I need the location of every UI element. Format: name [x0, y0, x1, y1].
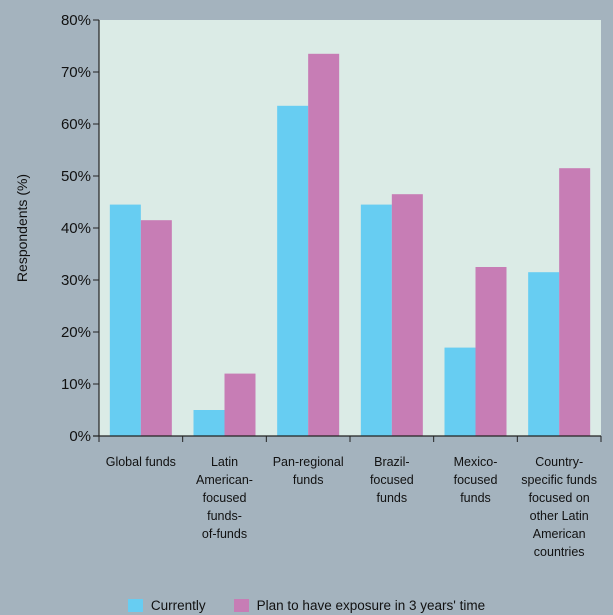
y-tick-label: 30%	[61, 272, 91, 289]
bar-plan-1	[224, 373, 256, 436]
bar-chart: 0% 10% 20% 30% 40% 50% 60% 70% 80% Respondents (%…	[14, 12, 602, 559]
y-tick-label: 10%	[61, 376, 91, 393]
bar-currently-2	[277, 105, 309, 437]
x-category-label: Brazil-focused funds	[370, 455, 414, 505]
x-category-label: Latin American-focused funds-of-funds	[196, 455, 253, 541]
y-tick-label: 80%	[61, 12, 91, 29]
legend-swatch-currently	[127, 598, 143, 612]
y-tick-label: 20%	[61, 324, 91, 341]
legend: Currently Plan to have exposure in 3 yea…	[0, 595, 613, 615]
legend-label-currently: Currently	[150, 597, 206, 613]
x-category-label: Pan-regional funds	[273, 455, 344, 487]
bar-currently-0	[109, 204, 141, 436]
y-tick-label: 70%	[61, 64, 91, 81]
x-category-label: Country-specific funds focused on other La…	[521, 455, 597, 559]
bar-plan-4	[475, 267, 507, 436]
bar-plan-5	[559, 168, 591, 436]
bar-currently-5	[528, 272, 560, 436]
y-tick-label: 60%	[61, 116, 91, 133]
legend-swatch-plan	[233, 598, 249, 612]
legend-item-plan: Plan to have exposure in 3 years' time	[233, 597, 486, 613]
plot-area	[99, 20, 601, 436]
legend-label-plan: Plan to have exposure in 3 years' time	[256, 597, 486, 613]
bar-currently-3	[360, 204, 392, 436]
bar-plan-3	[391, 194, 423, 436]
x-category-label: Mexico-focused funds	[454, 455, 498, 505]
y-tick-label: 0%	[69, 428, 91, 445]
bar-plan-2	[308, 53, 340, 437]
y-tick-label: 40%	[61, 220, 91, 237]
bar-plan-0	[140, 220, 172, 436]
y-tick-label: 50%	[61, 168, 91, 185]
y-axis-label: Respondents (%)	[14, 174, 30, 282]
x-category-label: Global funds	[106, 455, 176, 469]
bar-currently-1	[193, 410, 225, 436]
bar-currently-4	[444, 347, 476, 436]
legend-item-currently: Currently	[127, 597, 206, 613]
